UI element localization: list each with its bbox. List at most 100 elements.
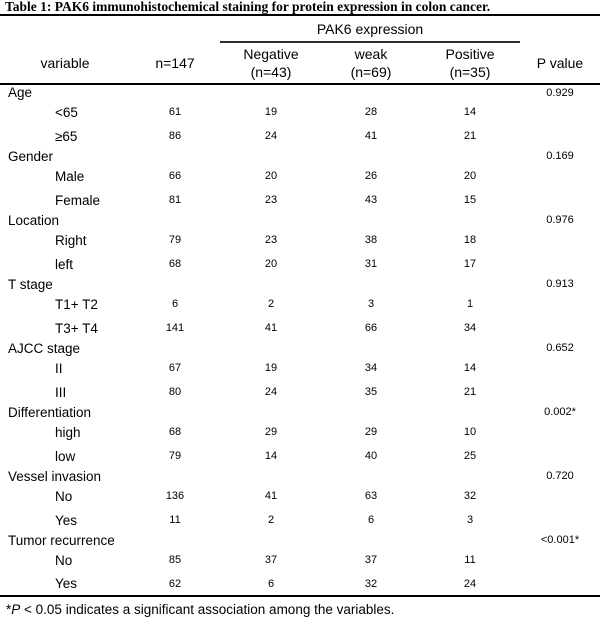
row-label: II bbox=[55, 360, 63, 376]
data-row: T3+ T4 141 41 66 34 bbox=[0, 316, 600, 340]
category-label: Age bbox=[8, 85, 33, 100]
weak-value: 28 bbox=[364, 106, 378, 118]
n-value: 66 bbox=[168, 170, 182, 182]
weak-value: 34 bbox=[364, 362, 378, 374]
negative-value: 19 bbox=[264, 106, 278, 118]
data-row: ≥65 86 24 41 21 bbox=[0, 124, 600, 148]
weak-value: 31 bbox=[364, 258, 378, 270]
row-label: Right bbox=[55, 232, 87, 248]
data-row: II 67 19 34 14 bbox=[0, 356, 600, 380]
weak-value: 40 bbox=[364, 450, 378, 462]
row-label: T3+ T4 bbox=[55, 320, 98, 336]
positive-value: 15 bbox=[463, 194, 477, 206]
col-header-weak: weak bbox=[354, 46, 388, 62]
data-row: III 80 24 35 21 bbox=[0, 380, 600, 404]
n-value: 141 bbox=[165, 322, 185, 334]
col-header-negative: Negative bbox=[243, 46, 299, 62]
category-label: AJCC stage bbox=[8, 340, 81, 356]
data-row: No 85 37 37 11 bbox=[0, 548, 600, 572]
positive-value: 21 bbox=[463, 386, 477, 398]
category-row-ajcc-stage: AJCC stage 0.652 bbox=[0, 340, 600, 356]
positive-value: 11 bbox=[464, 554, 476, 566]
row-label: ≥65 bbox=[55, 128, 78, 144]
category-label: Differentiation bbox=[8, 404, 92, 420]
row-label: low bbox=[55, 448, 76, 464]
column-subheader-row: (n=43) (n=69) (n=35) bbox=[0, 63, 600, 85]
positive-value: 1 bbox=[466, 298, 474, 310]
weak-value: 32 bbox=[322, 572, 420, 597]
n-value: 79 bbox=[168, 234, 182, 246]
col-subheader-negative-n: (n=43) bbox=[220, 63, 322, 85]
n-value: 80 bbox=[168, 386, 182, 398]
table-title: Table 1: PAK6 immunohistochemical staini… bbox=[0, 0, 600, 16]
category-row-vessel-invasion: Vessel invasion 0.720 bbox=[0, 468, 600, 484]
negative-value: 14 bbox=[264, 450, 278, 462]
col-header-n147: n=147 bbox=[155, 54, 195, 71]
row-label: <65 bbox=[55, 104, 78, 120]
col-subheader-weak-n: (n=69) bbox=[322, 63, 420, 85]
row-label: Yes bbox=[0, 572, 130, 597]
p-value: 0.913 bbox=[546, 278, 574, 290]
weak-value: 26 bbox=[364, 170, 378, 182]
weak-value: 43 bbox=[364, 194, 378, 206]
data-row: No 136 41 63 32 bbox=[0, 484, 600, 508]
row-label: No bbox=[55, 488, 73, 504]
positive-value: 10 bbox=[463, 426, 477, 438]
n-value: 6 bbox=[171, 298, 179, 310]
p-value: 0.929 bbox=[546, 86, 574, 99]
positive-value: 14 bbox=[463, 106, 477, 118]
data-row: low 79 14 40 25 bbox=[0, 444, 600, 468]
negative-value: 23 bbox=[264, 234, 278, 246]
negative-value: 2 bbox=[267, 298, 275, 310]
positive-value: 3 bbox=[466, 514, 474, 526]
category-row-age: Age 0.929 bbox=[0, 84, 600, 100]
negative-value: 37 bbox=[264, 554, 278, 566]
row-label: left bbox=[55, 256, 74, 272]
p-value: 0.976 bbox=[546, 214, 574, 226]
negative-value: 23 bbox=[264, 194, 278, 206]
n-value: 68 bbox=[168, 426, 182, 438]
negative-value: 24 bbox=[264, 130, 278, 142]
data-row: left 68 20 31 17 bbox=[0, 252, 600, 276]
n-value: 61 bbox=[168, 106, 182, 118]
weak-value: 37 bbox=[364, 554, 378, 566]
data-row: high 68 29 29 10 bbox=[0, 420, 600, 444]
positive-value: 20 bbox=[463, 170, 477, 182]
negative-value: 2 bbox=[267, 514, 275, 526]
positive-value: 32 bbox=[463, 490, 477, 502]
positive-value: 24 bbox=[420, 572, 520, 597]
data-row: Female 81 23 43 15 bbox=[0, 188, 600, 212]
category-row-location: Location 0.976 bbox=[0, 212, 600, 228]
p-value: 0.652 bbox=[546, 342, 574, 354]
data-row: Yes 62 6 32 24 bbox=[0, 572, 600, 597]
row-label: Yes bbox=[55, 512, 78, 528]
category-label: Tumor recurrence bbox=[8, 532, 115, 548]
n-value: 86 bbox=[168, 130, 182, 142]
n-value: 79 bbox=[168, 450, 182, 462]
p-value: 0.720 bbox=[546, 470, 574, 482]
n-value: 136 bbox=[165, 490, 185, 502]
row-label: III bbox=[55, 384, 67, 400]
positive-value: 25 bbox=[463, 450, 477, 462]
col-header-p-value: P value bbox=[536, 54, 584, 71]
weak-value: 6 bbox=[367, 514, 375, 526]
col-subheader-positive-n: (n=35) bbox=[420, 63, 520, 85]
footnote: *P < 0.05 indicates a significant associ… bbox=[0, 597, 600, 617]
category-row-differentiation: Differentiation 0.002* bbox=[0, 404, 600, 420]
category-row-tumor-recurrence: Tumor recurrence <0.001* bbox=[0, 532, 600, 548]
negative-value: 29 bbox=[264, 426, 278, 438]
group-header-row: PAK6 expression bbox=[0, 16, 600, 43]
negative-value: 6 bbox=[220, 572, 322, 597]
weak-value: 29 bbox=[364, 426, 378, 438]
p-value: 0.002* bbox=[544, 406, 576, 418]
n-value: 62 bbox=[130, 572, 220, 597]
weak-value: 35 bbox=[364, 386, 378, 398]
n-value: 68 bbox=[168, 258, 182, 270]
positive-value: 21 bbox=[463, 130, 477, 142]
p-value: <0.001* bbox=[540, 534, 580, 546]
n-value: 85 bbox=[168, 554, 182, 566]
n-value: 81 bbox=[168, 194, 182, 206]
weak-value: 41 bbox=[364, 130, 378, 142]
weak-value: 66 bbox=[364, 322, 378, 334]
